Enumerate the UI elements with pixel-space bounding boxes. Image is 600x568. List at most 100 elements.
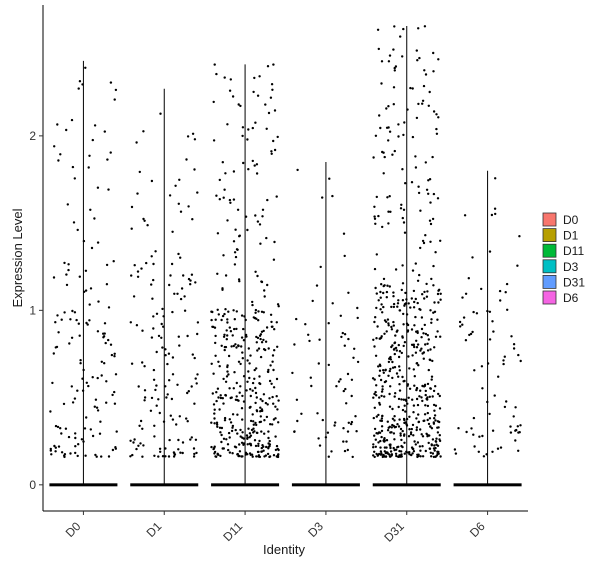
- data-point: [409, 306, 412, 309]
- data-point: [402, 344, 405, 348]
- data-point: [462, 316, 466, 319]
- data-point: [67, 268, 70, 272]
- data-point: [73, 177, 77, 180]
- data-point: [272, 402, 275, 405]
- data-point: [220, 344, 223, 347]
- data-point: [473, 445, 476, 448]
- data-point: [228, 326, 231, 329]
- data-point: [436, 318, 439, 321]
- data-point: [376, 325, 379, 328]
- data-point: [217, 396, 220, 399]
- data-point: [196, 321, 200, 324]
- data-point: [257, 450, 260, 454]
- data-point: [256, 274, 259, 278]
- data-point: [56, 425, 60, 429]
- data-point: [379, 364, 382, 368]
- data-point: [239, 362, 242, 366]
- data-point: [133, 438, 136, 441]
- data-point: [426, 418, 429, 422]
- data-point: [219, 394, 222, 397]
- data-point: [261, 409, 264, 413]
- data-point: [52, 352, 55, 355]
- data-point: [236, 432, 239, 435]
- data-point: [132, 295, 136, 298]
- data-point: [181, 451, 184, 455]
- data-point: [374, 438, 377, 441]
- data-point: [397, 405, 400, 409]
- data-point: [472, 310, 475, 314]
- data-point: [73, 311, 77, 314]
- data-point: [422, 332, 425, 335]
- data-point: [273, 148, 277, 152]
- data-point: [421, 455, 425, 458]
- data-point: [129, 439, 132, 442]
- data-point: [249, 354, 252, 357]
- data-point: [503, 405, 507, 409]
- data-point: [424, 234, 427, 237]
- data-point: [383, 319, 387, 322]
- data-point: [109, 343, 113, 346]
- data-point: [242, 400, 246, 403]
- data-point: [273, 349, 276, 352]
- data-point: [251, 300, 254, 304]
- data-point: [426, 349, 430, 352]
- data-point: [425, 397, 428, 401]
- data-point: [137, 444, 140, 447]
- data-point: [512, 343, 516, 346]
- data-point: [296, 419, 299, 423]
- data-point: [437, 301, 440, 304]
- data-point: [480, 365, 484, 368]
- data-point: [417, 102, 420, 106]
- data-point: [271, 360, 274, 363]
- data-point: [258, 334, 262, 337]
- data-point: [331, 194, 334, 198]
- data-point: [251, 389, 254, 392]
- data-point: [162, 420, 166, 423]
- data-point: [356, 360, 360, 364]
- data-point: [238, 443, 241, 446]
- data-point: [226, 370, 229, 373]
- data-point: [400, 398, 403, 401]
- data-point: [85, 321, 88, 325]
- data-point: [130, 205, 134, 209]
- data-point: [403, 231, 407, 234]
- data-point: [265, 445, 268, 449]
- data-point: [377, 214, 380, 218]
- data-point: [383, 155, 386, 159]
- data-point: [254, 214, 257, 217]
- data-point: [399, 427, 403, 431]
- data-point: [53, 145, 56, 148]
- data-point: [196, 373, 199, 376]
- data-point: [428, 90, 431, 94]
- data-point: [224, 172, 227, 175]
- data-point: [70, 336, 74, 339]
- data-point: [212, 139, 216, 142]
- data-point: [388, 425, 391, 428]
- x-axis-ticks: D0 D1 D11 D3 D31 D6: [63, 511, 489, 545]
- data-point: [63, 261, 66, 265]
- data-point: [415, 428, 418, 432]
- data-point: [237, 344, 240, 348]
- data-point: [397, 375, 400, 378]
- data-point: [241, 394, 244, 398]
- data-point: [251, 159, 254, 163]
- data-point: [112, 260, 115, 263]
- data-point: [82, 440, 85, 443]
- data-point: [186, 420, 189, 423]
- data-point: [494, 177, 497, 180]
- data-point: [248, 452, 252, 455]
- data-point: [420, 433, 423, 436]
- data-point: [391, 376, 394, 380]
- data-point: [249, 434, 253, 437]
- data-point: [77, 443, 80, 446]
- data-point: [129, 455, 132, 458]
- data-point: [52, 276, 56, 279]
- data-point: [255, 163, 259, 166]
- data-point: [371, 377, 375, 380]
- data-point: [222, 377, 225, 381]
- data-point: [432, 264, 435, 268]
- data-point: [403, 441, 406, 444]
- data-point: [398, 350, 402, 353]
- data-point: [401, 216, 404, 220]
- data-point: [394, 268, 398, 271]
